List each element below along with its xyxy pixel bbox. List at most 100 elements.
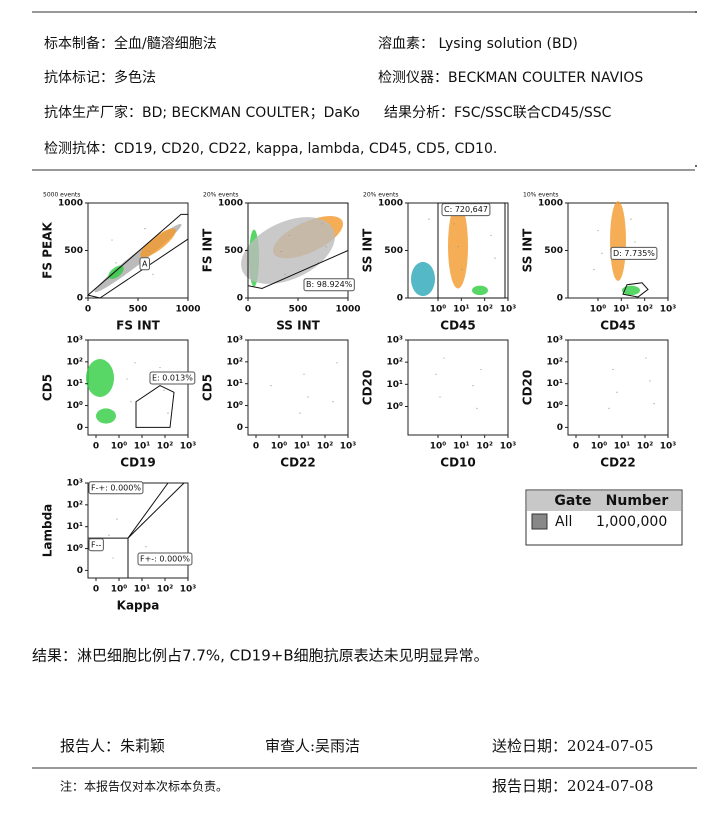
x-tick-label: 500 bbox=[129, 305, 148, 315]
gate bbox=[622, 282, 649, 298]
td: 1,000,000 bbox=[596, 514, 667, 530]
y-tick-label: 500 bbox=[544, 246, 563, 256]
x-tick-label: 10³ bbox=[180, 442, 197, 452]
y-tick-label: 10² bbox=[227, 357, 244, 367]
event bbox=[443, 357, 445, 359]
x-tick-label: 10¹ bbox=[134, 585, 151, 595]
gate-label-box bbox=[137, 552, 193, 566]
x-tick-label: 0 bbox=[573, 442, 579, 452]
x-tick-label: 10² bbox=[636, 305, 653, 315]
y-axis-label: Lambda bbox=[41, 504, 55, 558]
event bbox=[428, 218, 430, 220]
event bbox=[597, 229, 599, 232]
plot-frame bbox=[407, 339, 509, 436]
x-tick-label: 10⁰ bbox=[430, 442, 447, 452]
y-axis-label: CD5 bbox=[201, 374, 215, 401]
x-tick-label: 10³ bbox=[500, 442, 517, 452]
population bbox=[411, 261, 435, 297]
x-axis-label: FS INT bbox=[116, 319, 161, 333]
events-label: 20% events bbox=[363, 192, 398, 199]
event bbox=[112, 557, 114, 559]
x-tick-label: 1000 bbox=[175, 305, 200, 315]
x-tick-label: 10¹ bbox=[613, 305, 630, 315]
plot-frame bbox=[567, 339, 669, 436]
event bbox=[134, 362, 136, 364]
x-axis-label: SS INT bbox=[276, 319, 320, 333]
event bbox=[130, 401, 132, 403]
result: 结果：淋巴细胞比例占7.7%, CD19+B细胞抗原表达未见明显异常。 bbox=[32, 647, 489, 665]
event bbox=[144, 228, 146, 230]
y-tick-label: 0 bbox=[237, 294, 243, 304]
y-tick-label: 0 bbox=[557, 294, 563, 304]
population bbox=[622, 285, 640, 296]
plot: C: 720,647 10⁰ 10¹ 10² 10³ 0 500 1000 CD45 SS INT… bbox=[361, 192, 517, 333]
gate-label: C: 720,647 bbox=[444, 205, 488, 214]
gate-label-box bbox=[88, 481, 144, 495]
y-tick-label: 0 bbox=[557, 423, 563, 433]
send-date: 送检日期：2024-07-05 bbox=[492, 737, 654, 755]
event bbox=[303, 373, 305, 375]
y-tick-label: 10³ bbox=[67, 336, 84, 346]
y-tick-label: 1000 bbox=[378, 199, 403, 209]
x-axis-label: CD19 bbox=[120, 456, 155, 470]
y-tick-label: 10² bbox=[387, 358, 404, 368]
y-tick-label: 0 bbox=[77, 294, 83, 304]
x-axis-label: CD45 bbox=[600, 319, 635, 333]
plot-frame bbox=[247, 339, 349, 436]
event bbox=[332, 401, 334, 403]
event bbox=[111, 239, 113, 241]
population bbox=[96, 408, 116, 424]
population bbox=[448, 203, 468, 289]
event bbox=[108, 534, 110, 536]
y-tick-label: 10⁰ bbox=[67, 544, 84, 554]
x-tick-label: 10⁰ bbox=[591, 442, 608, 452]
event bbox=[307, 396, 309, 398]
y-tick-label: 0 bbox=[77, 566, 83, 576]
event bbox=[645, 357, 647, 359]
population bbox=[140, 228, 176, 258]
x-tick-label: 500 bbox=[289, 305, 308, 315]
x-tick-label: 10⁰ bbox=[111, 585, 128, 595]
population bbox=[86, 359, 114, 397]
x-tick-label: 0 bbox=[93, 442, 99, 452]
plot: E: 0.013% 0 10⁰ 10¹ 10² 10³ 0 10⁰ 10¹ 10² 10³ CD19 C… bbox=[41, 336, 197, 470]
event bbox=[616, 391, 618, 393]
y-axis-label: FS PEAK bbox=[41, 222, 55, 279]
y-tick-label: 10² bbox=[67, 357, 84, 367]
event bbox=[435, 373, 437, 375]
x-tick-label: 10¹ bbox=[453, 305, 470, 315]
y-tick-label: 1000 bbox=[218, 199, 243, 209]
x-tick-label: 10¹ bbox=[453, 442, 470, 452]
plot: 0 10⁰ 10¹ 10² 10³ 0 10⁰ 10¹ 10² 10³ CD22 CD5 bbox=[201, 336, 357, 470]
gate bbox=[127, 482, 169, 539]
x-tick-label: 0 bbox=[253, 442, 259, 452]
y-tick-label: 10⁰ bbox=[547, 401, 564, 411]
event bbox=[634, 241, 636, 243]
x-axis-label: CD10 bbox=[440, 456, 475, 470]
reviewer: 审查人:吴雨洁 bbox=[265, 737, 360, 755]
x-tick-label: 10⁰ bbox=[111, 442, 128, 452]
y-tick-label: 0 bbox=[77, 423, 83, 433]
info: 抗体生产厂家：BD; BECKMAN COULTER；DaKo bbox=[44, 104, 360, 121]
events-label: 5000 events bbox=[43, 192, 80, 199]
y-axis-label: SS INT bbox=[521, 228, 535, 272]
x-tick-label: 10² bbox=[476, 442, 493, 452]
info: 溶血素： Lysing solution (BD) bbox=[378, 36, 578, 52]
x-axis-label: CD45 bbox=[440, 319, 475, 333]
event bbox=[593, 268, 595, 271]
event bbox=[145, 546, 147, 548]
event bbox=[601, 252, 603, 254]
report-date: 报告日期：2024-07-08 bbox=[492, 777, 654, 795]
gate bbox=[86, 213, 189, 299]
event bbox=[280, 250, 282, 253]
x-axis-label: CD22 bbox=[600, 456, 635, 470]
y-tick-label: 1000 bbox=[538, 199, 563, 209]
gate bbox=[127, 482, 185, 539]
y-axis-label: CD5 bbox=[41, 374, 55, 401]
event bbox=[270, 385, 272, 387]
event bbox=[653, 403, 655, 405]
x-tick-label: 10⁰ bbox=[590, 305, 607, 315]
y-axis-label: SS INT bbox=[361, 228, 375, 272]
gate-label-box bbox=[441, 203, 491, 217]
y-tick-label: 10¹ bbox=[227, 379, 244, 389]
